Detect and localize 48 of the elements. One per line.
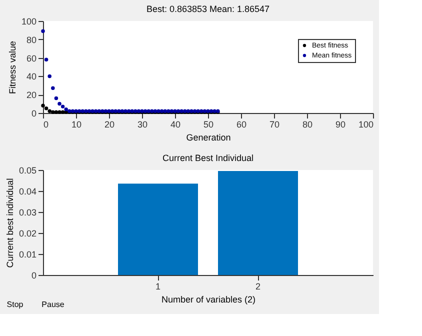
text: Stop bbox=[6, 300, 24, 309]
point bbox=[48, 109, 52, 114]
point bbox=[48, 74, 52, 78]
y-axis-title: Fitness value bbox=[7, 40, 18, 94]
y-tick-label: 0.04 bbox=[18, 186, 36, 196]
y-tick-label: 20 bbox=[26, 90, 36, 100]
chart-title: Best: 0.863853 Mean: 1.86547 bbox=[146, 4, 270, 14]
y-axis-title: Current best individual bbox=[4, 178, 15, 268]
x-axis-title: Generation bbox=[186, 132, 231, 142]
text: Pause bbox=[42, 300, 65, 309]
y-tick-label: 80 bbox=[26, 34, 36, 45]
point bbox=[60, 110, 65, 114]
point bbox=[64, 107, 68, 112]
point bbox=[60, 104, 65, 108]
x-tick-label: 60 bbox=[236, 120, 247, 130]
y-tick-label: 0.03 bbox=[18, 208, 36, 218]
point bbox=[44, 106, 48, 110]
x-tick-label: 1 bbox=[155, 282, 161, 292]
x-tick-label: 20 bbox=[104, 120, 115, 130]
point bbox=[44, 58, 48, 62]
x-tick-label: 0 bbox=[44, 120, 49, 130]
y-tick-label: 40 bbox=[26, 72, 36, 82]
chart-title: Current Best Individual bbox=[162, 153, 254, 163]
point bbox=[54, 96, 58, 100]
y-tick-label: 60 bbox=[26, 53, 36, 64]
x-axis-title: Number of variables (2) bbox=[161, 294, 256, 304]
x-tick-label: 40 bbox=[170, 120, 181, 130]
point bbox=[41, 104, 45, 108]
x-tick-label: 50 bbox=[203, 120, 214, 130]
point bbox=[58, 110, 62, 114]
x-tick-label: 90 bbox=[335, 120, 346, 130]
point bbox=[51, 110, 55, 114]
point bbox=[41, 29, 45, 33]
point bbox=[58, 102, 62, 106]
y-tick-label: 0.01 bbox=[18, 250, 36, 260]
y-tick-label: 0.02 bbox=[18, 228, 36, 238]
y-tick-label: 0 bbox=[31, 108, 36, 118]
x-tick-label: 70 bbox=[269, 120, 280, 130]
x-tick-label: 30 bbox=[137, 120, 148, 130]
point bbox=[54, 110, 58, 114]
y-tick-label: 100 bbox=[21, 16, 36, 26]
x-tick-label: 100 bbox=[358, 120, 374, 130]
y-tick-label: 0 bbox=[31, 270, 36, 280]
y-tick-label: 0.05 bbox=[18, 166, 36, 176]
x-tick-label: 80 bbox=[302, 120, 313, 130]
x-tick-label: 2 bbox=[255, 282, 261, 292]
x-tick-label: 10 bbox=[71, 120, 82, 130]
point bbox=[51, 86, 55, 90]
